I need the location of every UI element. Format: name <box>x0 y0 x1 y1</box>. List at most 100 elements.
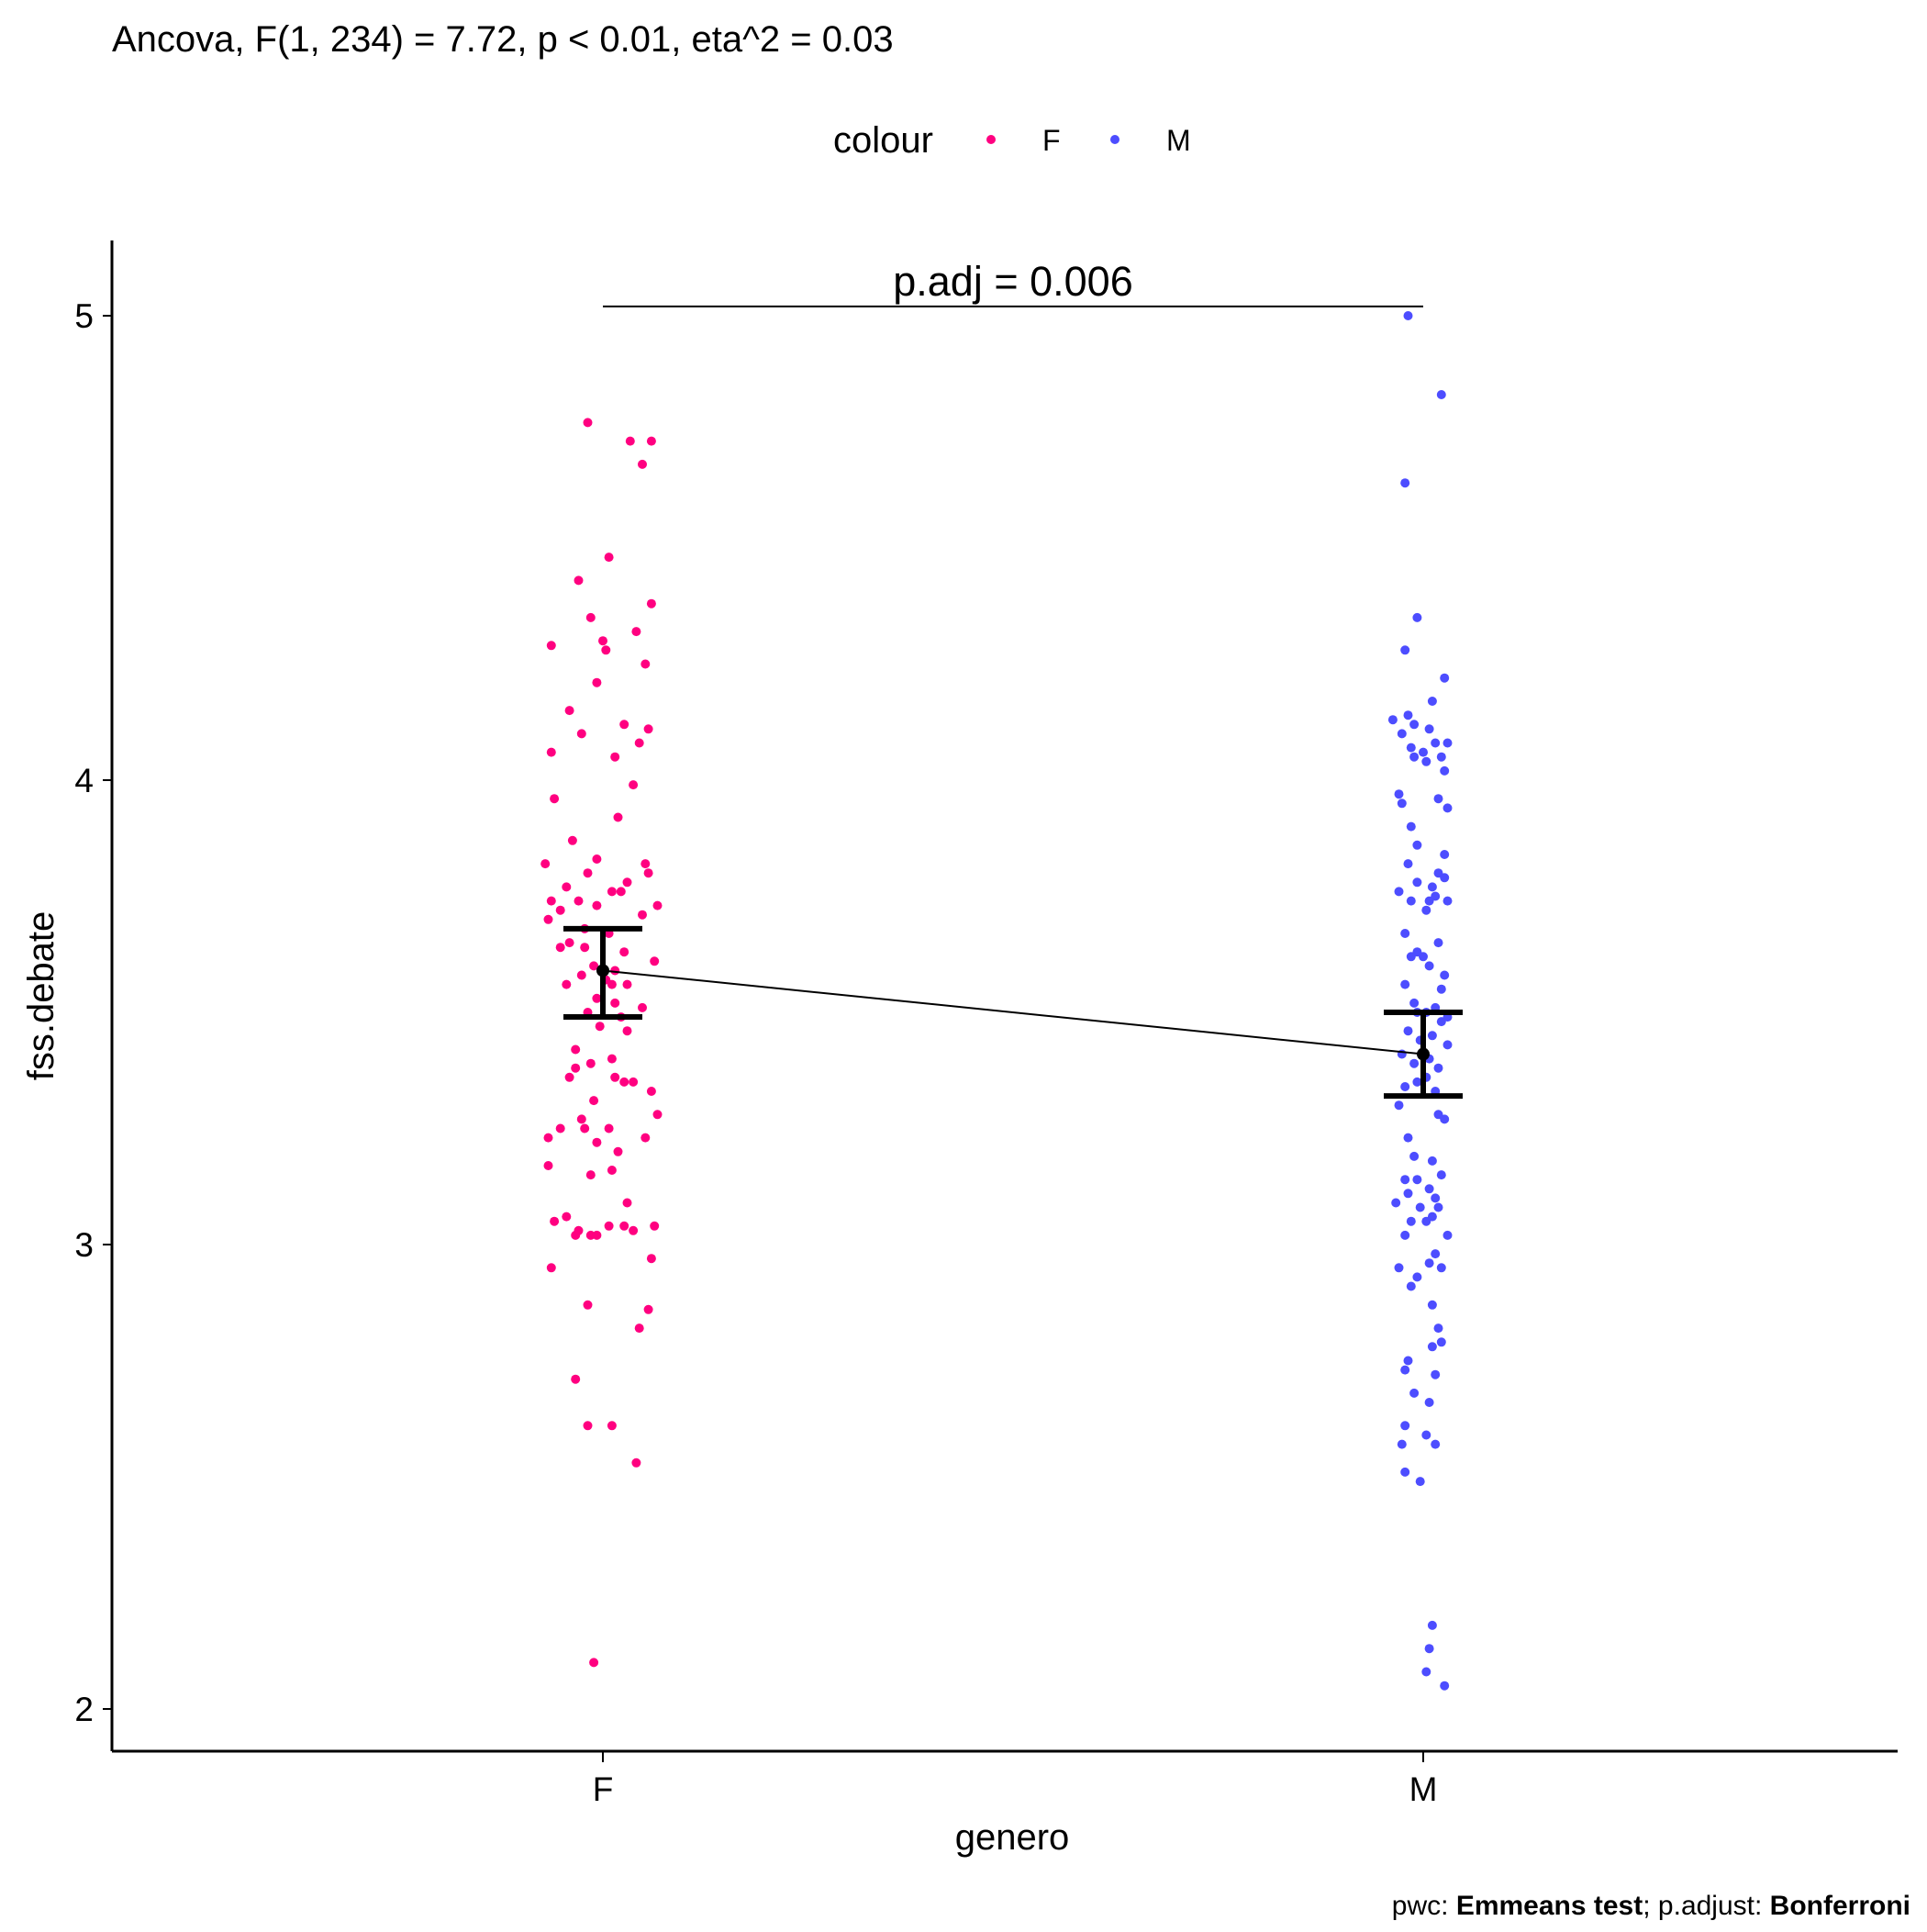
data-point-f <box>585 612 596 622</box>
data-point-m <box>1427 882 1437 892</box>
data-point-m <box>1436 752 1446 762</box>
data-point-m <box>1403 1189 1413 1199</box>
data-point-f <box>607 1421 617 1431</box>
data-point-f <box>622 1198 632 1208</box>
y-tick-label-2: 2 <box>74 1691 94 1728</box>
data-point-m <box>1397 1439 1407 1449</box>
legend-title: colour <box>833 120 933 161</box>
data-point-f <box>550 794 560 804</box>
data-point-m <box>1433 1323 1443 1334</box>
data-point-m <box>1431 1369 1441 1379</box>
data-point-f <box>607 1054 617 1064</box>
x-tick-label-f: F <box>593 1770 614 1808</box>
data-point-m <box>1442 1230 1453 1240</box>
series-f-points <box>540 418 663 1668</box>
data-point-f <box>595 1022 605 1032</box>
data-point-m <box>1391 1198 1401 1208</box>
data-point-f <box>607 887 617 897</box>
data-point-m <box>1400 1082 1410 1091</box>
data-point-m <box>1409 1151 1420 1161</box>
data-point-f <box>638 459 647 469</box>
data-point-m <box>1394 887 1404 897</box>
data-point-m <box>1421 756 1431 766</box>
data-point-f <box>640 859 651 869</box>
data-point-f <box>571 1374 581 1384</box>
data-point-f <box>555 905 565 915</box>
data-point-f <box>643 868 653 878</box>
data-point-m <box>1400 1467 1410 1477</box>
data-point-m <box>1409 752 1420 762</box>
caption-method: Emmeans test <box>1456 1891 1643 1921</box>
data-point-m <box>1440 970 1450 980</box>
y-tick-label-4: 4 <box>74 762 94 799</box>
data-point-f <box>546 1263 556 1273</box>
data-point-m <box>1412 612 1422 622</box>
data-point-m <box>1394 1263 1404 1273</box>
data-point-m <box>1440 1681 1450 1691</box>
data-point-f <box>583 418 593 428</box>
data-point-f <box>604 553 614 563</box>
data-point-f <box>629 1077 639 1087</box>
data-point-f <box>619 720 629 730</box>
data-point-f <box>546 747 556 757</box>
data-point-f <box>629 780 639 790</box>
data-point-f <box>564 938 574 948</box>
data-point-f <box>622 979 632 989</box>
data-point-f <box>607 979 617 989</box>
data-point-m <box>1406 1216 1416 1226</box>
data-point-m <box>1442 803 1453 813</box>
data-point-f <box>562 1212 572 1222</box>
data-point-m <box>1433 794 1443 804</box>
data-point-m <box>1406 896 1416 906</box>
data-point-m <box>1403 859 1413 869</box>
data-point-m <box>1436 390 1446 399</box>
data-point-f <box>607 1166 617 1175</box>
mean-point-f <box>596 964 609 977</box>
data-point-m <box>1403 311 1413 320</box>
mean-point-m <box>1417 1047 1430 1061</box>
data-point-f <box>589 961 599 971</box>
data-point-m <box>1433 1063 1443 1073</box>
data-point-f <box>601 645 611 655</box>
data-point-f <box>550 1216 560 1226</box>
data-point-f <box>646 1087 656 1096</box>
data-point-m <box>1431 1439 1441 1449</box>
data-point-f <box>585 1058 596 1068</box>
data-point-m <box>1394 789 1404 799</box>
caption: pwc: Emmeans test; p.adjust: Bonferroni <box>1392 1891 1910 1921</box>
data-point-m <box>1440 850 1450 859</box>
data-point-m <box>1387 715 1398 725</box>
data-point-f <box>631 1457 641 1468</box>
data-point-f <box>555 1123 565 1134</box>
data-point-m <box>1412 877 1422 888</box>
data-point-f <box>610 998 620 1008</box>
data-point-f <box>640 1133 651 1143</box>
data-point-f <box>631 627 641 637</box>
data-point-f <box>643 724 653 734</box>
data-point-f <box>643 1304 653 1314</box>
data-point-f <box>619 1077 629 1087</box>
data-point-f <box>604 1221 614 1231</box>
data-point-m <box>1397 798 1407 809</box>
data-point-m <box>1424 961 1434 971</box>
data-point-m <box>1424 1644 1434 1654</box>
significance-label: p.adj = 0.006 <box>893 258 1132 305</box>
data-point-m <box>1403 1133 1413 1143</box>
data-point-f <box>574 896 584 906</box>
data-point-f <box>622 877 632 888</box>
data-point-m <box>1427 1342 1437 1352</box>
data-point-m <box>1412 840 1422 850</box>
data-point-m <box>1394 1100 1404 1111</box>
data-point-m <box>1397 729 1407 739</box>
chart-subtitle: Ancova, F(1, 234) = 7.72, p < 0.01, eta^… <box>112 19 894 60</box>
data-point-f <box>546 641 556 651</box>
data-point-f <box>638 910 647 920</box>
data-point-f <box>571 1063 581 1073</box>
data-point-m <box>1436 984 1446 994</box>
data-point-m <box>1431 1193 1441 1203</box>
data-point-f <box>585 1230 596 1240</box>
data-point-f <box>580 943 590 953</box>
data-point-m <box>1406 1281 1416 1291</box>
y-ticks: 2 3 4 5 <box>74 297 112 1728</box>
data-point-m <box>1400 478 1410 488</box>
